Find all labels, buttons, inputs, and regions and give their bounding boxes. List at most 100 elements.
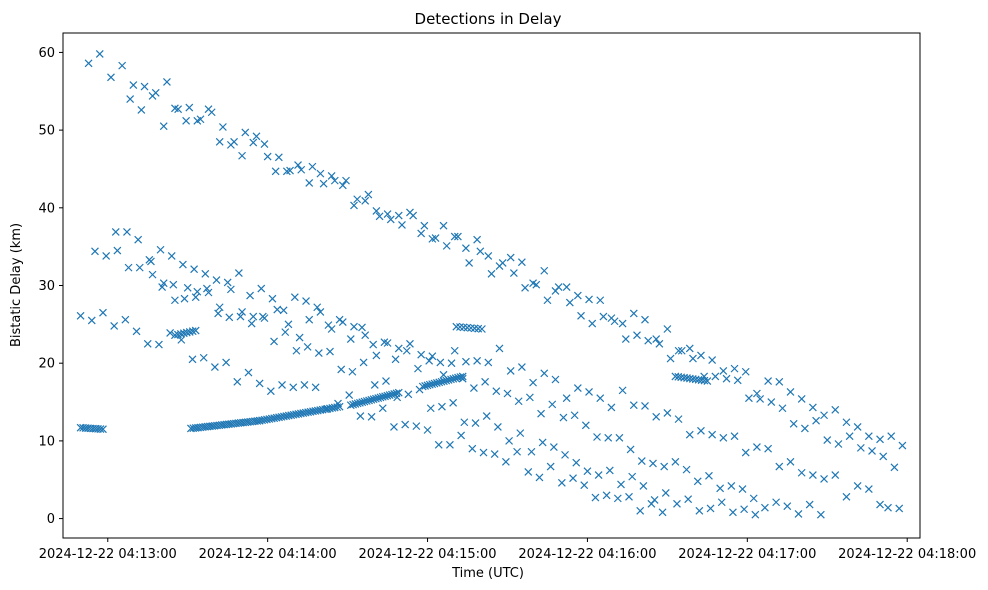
scatter-point [249, 138, 258, 147]
scatter-point [549, 443, 558, 452]
scatter-point [744, 394, 753, 403]
scatter-point [284, 320, 293, 329]
scatter-point [446, 440, 454, 449]
scatter-point [772, 498, 781, 507]
y-tick-label: 50 [38, 124, 55, 139]
track-point [376, 393, 385, 402]
scatter-point [879, 452, 888, 461]
scatter-point [281, 328, 290, 337]
scatter-point [661, 489, 670, 497]
scatter-point [716, 484, 725, 493]
scatter-point [610, 317, 619, 326]
scatter-point [490, 450, 499, 459]
track-point [96, 425, 105, 433]
scatter-point [562, 394, 571, 403]
scatter-point [493, 422, 502, 431]
scatter-point [625, 492, 633, 501]
scatter-point [629, 309, 638, 318]
scatter-point [458, 374, 467, 383]
y-tick-label: 60 [38, 46, 55, 61]
scatter-point [548, 400, 557, 409]
scatter-point [621, 335, 630, 344]
scatter-point [185, 103, 194, 112]
scatter-point [409, 211, 418, 220]
scatter-point [417, 229, 426, 238]
scatter-point [214, 309, 223, 318]
scatter-point [140, 82, 149, 91]
scatter-point [585, 388, 593, 396]
scatter-point [639, 482, 648, 490]
scatter-point [278, 381, 286, 389]
scatter-point [257, 284, 266, 293]
scatter-point [573, 291, 582, 300]
scatter-point [129, 81, 138, 89]
track-point [173, 330, 182, 339]
track-point [454, 373, 462, 382]
scatter-point [390, 422, 398, 431]
scatter-point [517, 363, 526, 372]
scatter-point [506, 367, 515, 375]
scatter-point [629, 401, 638, 410]
scatter-point [733, 376, 742, 385]
track-point [188, 327, 197, 336]
scatter-point [685, 344, 694, 353]
scatter-point [655, 339, 664, 348]
scatter-point [258, 312, 267, 321]
scatter-point [636, 506, 645, 515]
scatter-point [246, 291, 254, 300]
scatter-point [767, 398, 776, 406]
scatter-point [404, 390, 413, 399]
scatter-point [166, 328, 175, 337]
scatter-point [532, 280, 541, 289]
scatter-point [302, 297, 310, 305]
track-point [349, 400, 358, 409]
scatter-point [864, 485, 873, 493]
scatter-point [794, 509, 803, 518]
scatter-point [517, 258, 526, 267]
scatter-point [652, 412, 661, 421]
chart-title: Detections in Delay [415, 10, 562, 28]
scatter-point [170, 296, 179, 305]
scatter-point [760, 503, 769, 512]
scatter-point [730, 364, 739, 373]
scatter-point [107, 73, 115, 82]
scatter-point [163, 78, 171, 86]
x-tick-label: 2024-12-22 04:16:00 [518, 547, 656, 562]
scatter-point [263, 152, 272, 161]
scatter-point [319, 179, 328, 188]
scatter-point [684, 495, 693, 504]
scatter-point [159, 122, 168, 131]
scatter-point [820, 411, 828, 420]
scatter-point [538, 438, 547, 447]
scatter-point [708, 430, 717, 439]
scatter-point [305, 179, 314, 187]
scatter-point [663, 325, 672, 333]
scatter-point [845, 432, 854, 441]
scatter-point [289, 383, 298, 392]
track-point [191, 326, 200, 335]
scatter-point [484, 252, 493, 260]
scatter-point [864, 432, 873, 441]
scatter-point [605, 466, 614, 475]
scatter-point [509, 269, 518, 277]
scatter-point [573, 384, 582, 392]
scatter-point [113, 246, 122, 255]
scatter-point [453, 232, 462, 241]
scatter-point [588, 319, 597, 328]
x-axis-label: Time (UTC) [451, 566, 524, 581]
y-axis: 0 10 20 30 40 50 60 [38, 46, 63, 527]
scatter-point [786, 388, 795, 396]
scatter-point [225, 313, 234, 322]
scatter-point [685, 430, 694, 439]
scatter-point [722, 374, 731, 383]
scatter-point [420, 221, 429, 230]
scatter-point [215, 303, 224, 312]
scatter-point [890, 463, 899, 472]
y-tick-label: 30 [38, 279, 55, 294]
scatter-point [524, 468, 533, 476]
scatter-point [593, 433, 601, 441]
scatter-point [599, 312, 608, 321]
scatter-point [557, 478, 566, 487]
track-point [428, 380, 437, 389]
scatter-point [711, 372, 720, 381]
